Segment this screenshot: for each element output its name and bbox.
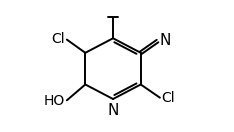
Text: N: N: [160, 32, 171, 48]
Text: Cl: Cl: [52, 32, 65, 46]
Text: Cl: Cl: [161, 91, 175, 105]
Text: N: N: [107, 103, 119, 118]
Text: HO: HO: [44, 94, 65, 108]
